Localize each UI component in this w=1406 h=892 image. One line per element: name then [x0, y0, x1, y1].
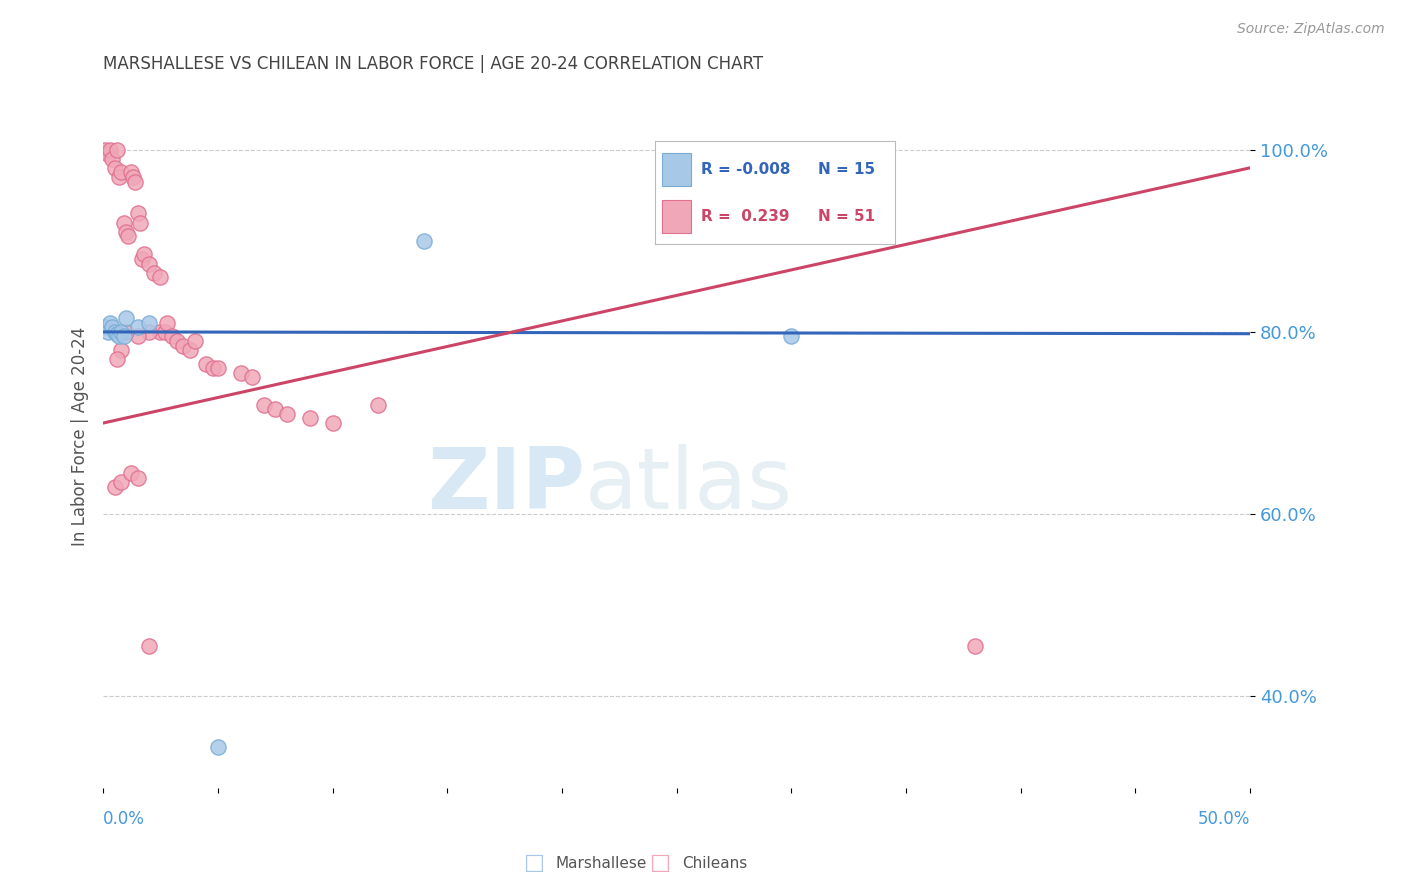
- Point: [117, 229, 139, 244]
- Text: 50.0%: 50.0%: [1198, 811, 1250, 829]
- Point: [127, 329, 149, 343]
- Point: [963, 640, 986, 654]
- Point: [98, 316, 121, 330]
- Point: [138, 325, 160, 339]
- Text: N = 51: N = 51: [818, 209, 876, 224]
- Point: [97, 325, 120, 339]
- Point: [122, 169, 145, 184]
- Text: □: □: [524, 854, 544, 873]
- Point: [127, 206, 149, 220]
- Point: [229, 366, 252, 380]
- Point: [110, 343, 132, 358]
- Text: R =  0.239: R = 0.239: [700, 209, 789, 224]
- Point: [780, 329, 803, 343]
- Point: [124, 174, 146, 188]
- Point: [207, 361, 229, 376]
- Text: R = -0.008: R = -0.008: [700, 161, 790, 177]
- Point: [94, 143, 117, 157]
- Y-axis label: In Labor Force | Age 20-24: In Labor Force | Age 20-24: [72, 327, 89, 546]
- Point: [142, 266, 165, 280]
- Point: [127, 320, 149, 334]
- Text: Source: ZipAtlas.com: Source: ZipAtlas.com: [1237, 22, 1385, 37]
- Point: [108, 329, 131, 343]
- Point: [120, 466, 142, 480]
- Text: 0.0%: 0.0%: [103, 811, 145, 829]
- Point: [115, 325, 138, 339]
- Text: Marshallese: Marshallese: [555, 856, 647, 871]
- Point: [101, 320, 124, 334]
- Point: [115, 225, 138, 239]
- Point: [253, 398, 276, 412]
- Text: □: □: [651, 854, 671, 873]
- Point: [105, 326, 128, 341]
- Point: [149, 270, 172, 285]
- Point: [153, 325, 176, 339]
- Point: [184, 334, 207, 348]
- Point: [207, 739, 229, 754]
- FancyBboxPatch shape: [662, 200, 692, 233]
- Text: atlas: atlas: [585, 444, 793, 527]
- Point: [104, 480, 127, 494]
- Point: [112, 329, 135, 343]
- Point: [127, 471, 149, 485]
- Point: [240, 370, 263, 384]
- Point: [98, 143, 121, 157]
- Point: [120, 165, 142, 179]
- Point: [94, 320, 117, 334]
- Point: [367, 398, 389, 412]
- Point: [110, 325, 132, 339]
- Point: [166, 334, 188, 348]
- Point: [138, 316, 160, 330]
- Point: [104, 325, 127, 339]
- Text: N = 15: N = 15: [818, 161, 876, 177]
- Point: [276, 407, 298, 421]
- Point: [264, 402, 287, 417]
- Text: Chileans: Chileans: [682, 856, 747, 871]
- Point: [160, 329, 183, 343]
- Point: [112, 215, 135, 229]
- Point: [413, 234, 436, 248]
- Point: [298, 411, 321, 425]
- Point: [202, 361, 225, 376]
- Point: [149, 325, 172, 339]
- Point: [104, 161, 127, 175]
- Point: [172, 338, 194, 352]
- Point: [110, 165, 132, 179]
- Point: [138, 640, 160, 654]
- Point: [105, 352, 128, 367]
- Point: [115, 311, 138, 326]
- Point: [195, 357, 218, 371]
- Point: [105, 143, 128, 157]
- Point: [138, 256, 160, 270]
- Point: [128, 215, 150, 229]
- Point: [101, 152, 124, 166]
- Point: [179, 343, 201, 358]
- Point: [131, 252, 153, 266]
- Point: [134, 247, 156, 261]
- Point: [321, 416, 343, 430]
- Text: MARSHALLESE VS CHILEAN IN LABOR FORCE | AGE 20-24 CORRELATION CHART: MARSHALLESE VS CHILEAN IN LABOR FORCE | …: [103, 55, 763, 73]
- Point: [110, 475, 132, 490]
- Point: [108, 169, 131, 184]
- Point: [97, 147, 120, 161]
- Text: ZIP: ZIP: [427, 444, 585, 527]
- FancyBboxPatch shape: [662, 153, 692, 186]
- Point: [156, 316, 179, 330]
